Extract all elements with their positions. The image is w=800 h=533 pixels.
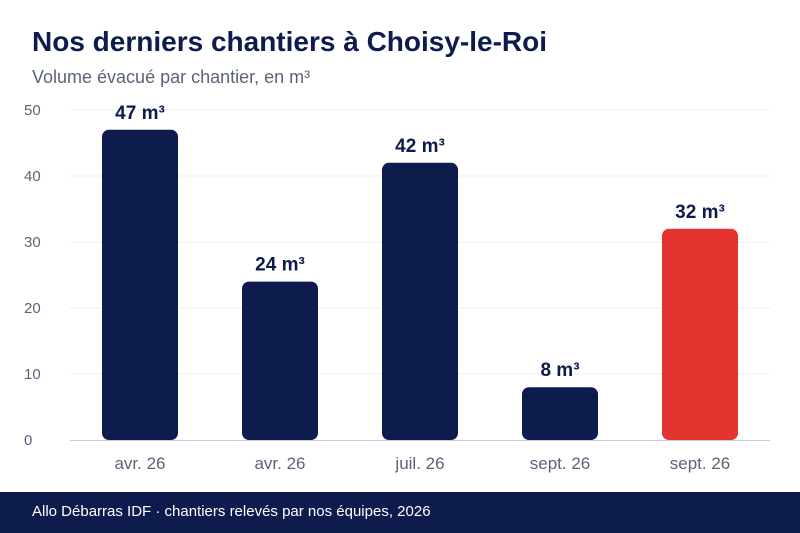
footer-source: Allo Débarras IDF · chantiers relevés pa… [32, 503, 431, 520]
footer-bar: Allo Débarras IDF · chantiers relevés pa… [0, 492, 800, 533]
bar-data-label: 24 m³ [255, 255, 305, 276]
y-tick-label: 30 [24, 234, 41, 251]
bar [382, 162, 458, 441]
bar-chart: 0 10 20 30 40 50 47 m³ avr. 26 24 m³ avr. 26 42 m³… [24, 102, 770, 473]
bar [102, 129, 178, 441]
bar-data-label: 8 m³ [540, 360, 579, 381]
y-tick-label: 20 [24, 300, 41, 317]
x-tick-label: avr. 26 [254, 454, 305, 473]
bar-data-label: 32 m³ [675, 202, 725, 223]
y-tick-label: 50 [24, 102, 41, 119]
x-tick-label: juil. 26 [394, 454, 444, 473]
bar [522, 387, 598, 440]
bar [662, 228, 738, 440]
chart-title: Nos derniers chantiers à Choisy-le-Roi [32, 26, 548, 57]
y-tick-label: 0 [24, 432, 32, 449]
chart-subtitle: Volume évacué par chantier, en m³ [32, 67, 311, 87]
y-tick-label: 40 [24, 168, 41, 185]
x-tick-label: sept. 26 [670, 454, 731, 473]
x-tick-label: sept. 26 [530, 454, 591, 473]
bar-data-label: 47 m³ [115, 103, 165, 124]
bar-data-label: 42 m³ [395, 136, 445, 157]
bar [242, 281, 318, 440]
x-tick-label: avr. 26 [114, 454, 165, 473]
y-tick-label: 10 [24, 366, 41, 383]
